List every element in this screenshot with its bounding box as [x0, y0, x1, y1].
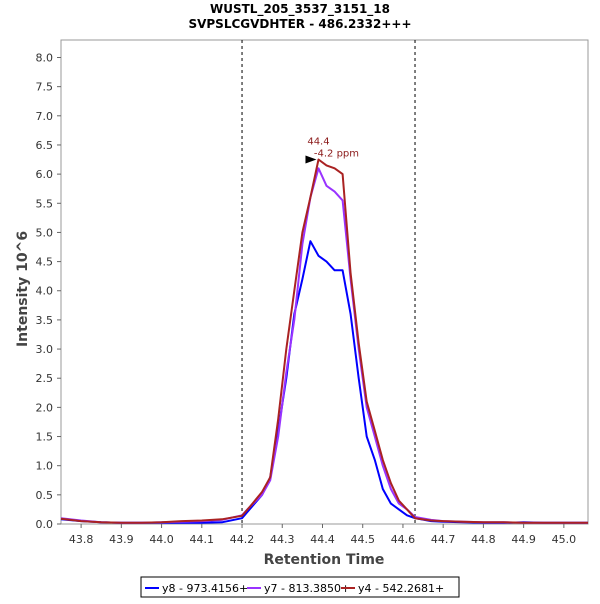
chart-subtitle: SVPSLCGVDHTER - 486.2332+++	[188, 17, 411, 31]
plot-area	[60, 39, 589, 525]
y-tick-label: 1.0	[36, 460, 54, 473]
y-tick-label: 4.5	[36, 256, 54, 269]
x-tick-label: 44.6	[391, 533, 416, 546]
y-tick-label: 0.5	[36, 489, 54, 502]
x-tick-label: 44.5	[350, 533, 375, 546]
x-tick-label: 44.1	[190, 533, 215, 546]
y-tick-label: 8.0	[36, 51, 54, 64]
legend-label: y4 - 542.2681+	[358, 582, 444, 595]
y-tick-label: 3.5	[36, 314, 54, 327]
legend: y8 - 973.4156+ y7 - 813.3850+ y4 - 542.268…	[145, 582, 444, 595]
peak-retention-time-label: 44.4	[307, 137, 329, 148]
y-tick-label: 0.0	[36, 518, 54, 531]
peak-marker-arrow-icon	[305, 155, 317, 164]
x-tick-label: 44.3	[270, 533, 295, 546]
x-axis: 43.8 43.9 44.0 44.1 44.2 44.3 44.4 44.5 44.6 44.7…	[69, 524, 576, 546]
y-tick-label: 6.5	[36, 139, 54, 152]
y-tick-label: 1.5	[36, 431, 54, 444]
legend-label: y7 - 813.3850+	[264, 582, 350, 595]
x-tick-label: 43.8	[69, 533, 94, 546]
x-tick-label: 44.4	[310, 533, 335, 546]
series-lines	[60, 158, 588, 524]
y-tick-label: 4.0	[36, 285, 54, 298]
x-axis-title: Retention Time	[264, 552, 385, 568]
integration-bounds	[241, 40, 416, 524]
legend-label: y8 - 973.4156+	[162, 582, 248, 595]
x-tick-label: 43.9	[109, 533, 134, 546]
peak-mass-error-label: -4.2 ppm	[314, 149, 359, 160]
y-tick-label: 6.0	[36, 168, 54, 181]
y-tick-label: 5.5	[36, 197, 54, 210]
y-axis-title: Intensity 10^6	[15, 231, 31, 347]
y-axis: 0.0 0.5 1.0 1.5 2.0 2.5 3.0 3.5 4.0 4.5 5.0 5.5 6.0 6…	[36, 51, 61, 531]
x-tick-label: 45.0	[552, 533, 577, 546]
series-line	[60, 158, 588, 524]
x-tick-label: 44.2	[230, 533, 255, 546]
y-tick-label: 7.0	[36, 110, 54, 123]
x-tick-label: 44.8	[471, 533, 496, 546]
y-tick-label: 2.0	[36, 401, 54, 414]
x-tick-label: 44.9	[511, 533, 536, 546]
chart-title: WUSTL_205_3537_3151_18	[210, 2, 390, 17]
x-tick-label: 44.0	[149, 533, 174, 546]
y-tick-label: 2.5	[36, 372, 54, 385]
y-tick-label: 3.0	[36, 343, 54, 356]
x-tick-label: 44.7	[431, 533, 456, 546]
y-tick-label: 7.5	[36, 81, 54, 94]
peak-annotation: 44.4 -4.2 ppm	[305, 137, 359, 164]
y-tick-label: 5.0	[36, 226, 54, 239]
legend-box	[140, 576, 460, 598]
